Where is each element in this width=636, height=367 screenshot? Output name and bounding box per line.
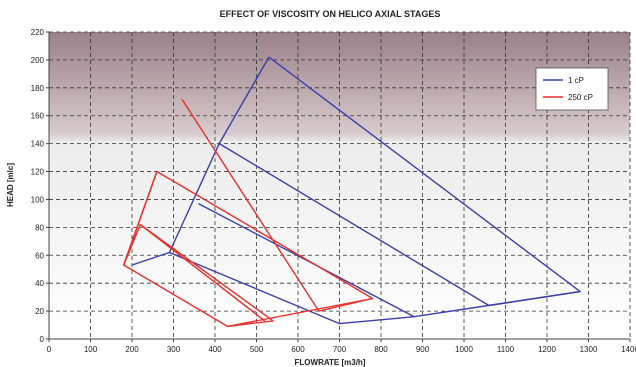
y-tick-label: 60 [35, 251, 44, 260]
chart-title: EFFECT OF VISCOSITY ON HELICO AXIAL STAG… [220, 9, 441, 19]
y-tick-label: 0 [40, 335, 45, 344]
x-tick-label: 500 [250, 345, 264, 354]
y-axis-label: HEAD [mlc] [6, 163, 15, 207]
series-line [123, 171, 158, 266]
x-tick-label: 700 [333, 345, 347, 354]
series-line [123, 224, 274, 328]
y-tick-label: 160 [31, 112, 45, 121]
series-line [131, 56, 581, 307]
legend-box [535, 67, 609, 111]
y-tick-label: 80 [35, 223, 44, 232]
series-0 [131, 56, 581, 325]
series-line [414, 290, 581, 318]
x-tick-label: 300 [167, 345, 181, 354]
axes: 0 100 200 300 400 500 600 700 800 900 1000 1100 1200… [31, 28, 636, 354]
y-tick-label: 40 [35, 279, 44, 288]
series [122, 56, 581, 328]
y-tick-label: 220 [31, 28, 45, 37]
series-line [218, 56, 270, 144]
x-tick-label: 1000 [455, 345, 473, 354]
y-tick-label: 100 [31, 195, 45, 204]
x-tick-label: 1200 [538, 345, 556, 354]
y-tick-label: 20 [35, 307, 44, 316]
x-tick-label: 600 [291, 345, 305, 354]
x-tick-label: 1100 [497, 345, 515, 354]
x-axis-label: FLOWRATE [m3/h] [295, 358, 366, 367]
legend-label: 1 cP [568, 76, 584, 85]
x-tick-label: 400 [208, 345, 222, 354]
x-tick-label: 200 [125, 345, 139, 354]
series-line [227, 297, 373, 328]
x-tick-label: 900 [416, 345, 430, 354]
x-tick-label: 1300 [580, 345, 598, 354]
x-tick-label: 0 [47, 345, 52, 354]
legend: 1 cP 250 cP [535, 67, 609, 111]
x-tick-label: 100 [84, 345, 98, 354]
legend-label: 250 cP [568, 93, 593, 102]
y-tick-label: 140 [31, 140, 45, 149]
x-tick-label: 800 [374, 345, 388, 354]
series-1 [122, 98, 374, 328]
y-tick-label: 120 [31, 168, 45, 177]
y-tick-label: 200 [31, 56, 45, 65]
y-tick-label: 180 [31, 84, 45, 93]
